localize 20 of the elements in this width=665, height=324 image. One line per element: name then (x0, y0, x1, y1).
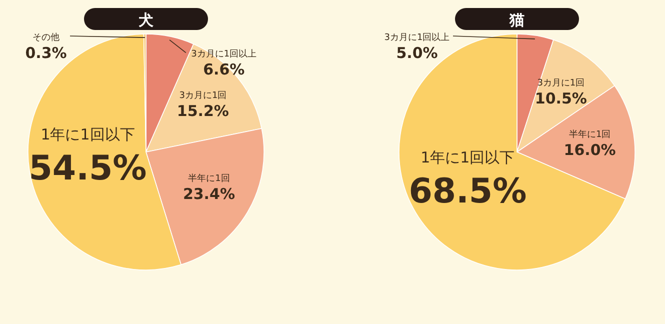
slice-label: 3カ月に1回以上 (191, 48, 257, 60)
data-label: 23.4% (182, 185, 235, 204)
slice-label: 1年に1回以下 (40, 125, 135, 144)
chart-title: 猫 (508, 11, 524, 29)
chart-title: 犬 (138, 11, 154, 29)
slice-label: 3カ月に1回 (537, 78, 585, 88)
data-label: 16.0% (564, 141, 616, 160)
data-label: 15.2% (176, 102, 229, 120)
slice-label: 1年に1回以下 (420, 148, 515, 166)
data-label: 0.3% (25, 44, 67, 62)
data-label: 68.5% (408, 171, 527, 212)
slice-label: 3カ月に1回 (179, 91, 227, 102)
data-label: 54.5% (28, 148, 147, 188)
data-label: 10.5% (534, 89, 587, 108)
data-label: 5.0% (396, 44, 438, 62)
data-label: 6.6% (203, 60, 245, 79)
slice-label: 3カ月に1回以上 (384, 32, 450, 43)
slice-label: その他 (32, 32, 60, 43)
slice-label: 半年に1回 (188, 173, 230, 184)
slice-label: 半年に1回 (568, 129, 611, 140)
